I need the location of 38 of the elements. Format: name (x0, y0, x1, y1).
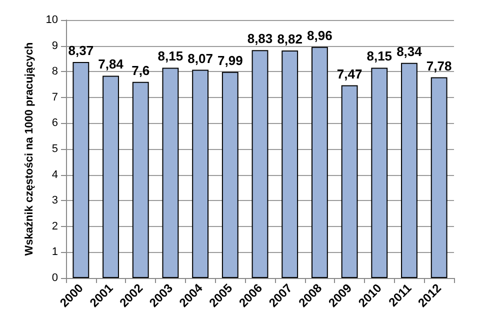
bar (102, 76, 119, 278)
y-tick-label: 9 (52, 40, 58, 52)
data-label: 8,83 (247, 31, 273, 46)
data-label: 8,96 (307, 28, 332, 43)
data-label: 8,15 (366, 48, 392, 64)
y-tick-label: 8 (52, 66, 58, 78)
y-tick-label: 7 (52, 91, 58, 104)
y-tick-label: 5 (52, 143, 58, 155)
y-tick-label: 1 (52, 246, 58, 258)
data-label: 7,78 (426, 58, 452, 74)
y-axis-title: Wskaźnik częstości na 1000 pracujących (23, 42, 36, 256)
bar (430, 77, 448, 278)
data-label: 7,99 (218, 52, 243, 68)
bar (341, 85, 358, 278)
data-label: 8,37 (68, 43, 94, 58)
bar (282, 50, 298, 278)
data-label: 7,84 (98, 56, 124, 72)
y-tick-label: 0 (52, 272, 58, 284)
data-label: 8,82 (277, 31, 302, 46)
bar (132, 82, 149, 278)
bar (311, 46, 328, 278)
data-label: 8,15 (158, 48, 184, 64)
bar (401, 62, 418, 278)
bar (371, 68, 388, 278)
y-tick-label: 6 (52, 117, 58, 130)
y-tick-label: 10 (46, 14, 58, 26)
data-label: 7,6 (132, 62, 150, 78)
data-label: 8,07 (188, 50, 213, 66)
bar (162, 68, 179, 278)
bar (72, 62, 90, 278)
bar (252, 50, 268, 278)
y-tick-label: 4 (52, 168, 58, 181)
data-label: 8,34 (396, 44, 423, 59)
y-tick-label: 3 (52, 194, 58, 207)
y-tick-label: 2 (52, 220, 58, 232)
bar (222, 72, 238, 278)
data-label: 7,47 (336, 66, 362, 82)
bar (192, 70, 209, 278)
